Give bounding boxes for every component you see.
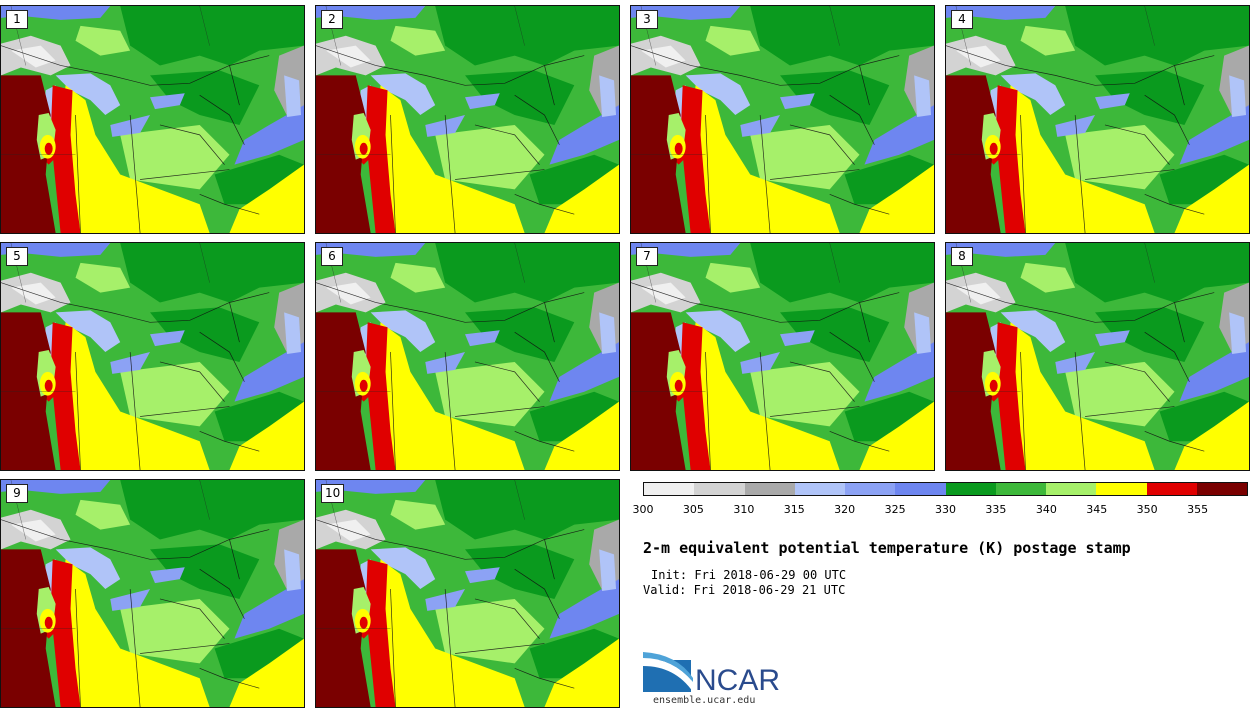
ensemble-member-map-1: 1 [0, 5, 305, 234]
colorbar-tick-label: 300 [632, 503, 654, 516]
ncar-wordmark: NCAR [695, 664, 780, 696]
colorbar-segment [1046, 483, 1097, 495]
init-time: Init: Fri 2018-06-29 00 UTC [651, 568, 847, 582]
temperature-map [631, 243, 934, 470]
temperature-map [316, 6, 619, 233]
colorbar-tick-label: 325 [884, 503, 906, 516]
ncar-logo: NCAR [643, 652, 793, 697]
site-url: ensemble.ucar.edu [653, 695, 756, 706]
ensemble-member-map-8: 8 [945, 242, 1250, 471]
colorbar [643, 482, 1248, 496]
colorbar-tick-label: 345 [1086, 503, 1108, 516]
colorbar-tick-label: 350 [1136, 503, 1158, 516]
temperature-map [946, 243, 1249, 470]
colorbar-segment [644, 483, 695, 495]
valid-time: Valid: Fri 2018-06-29 21 UTC [643, 583, 846, 597]
colorbar-tick-label: 355 [1187, 503, 1209, 516]
colorbar-segment [995, 483, 1046, 495]
temperature-map [1, 243, 304, 470]
colorbar-segment [1146, 483, 1197, 495]
member-label: 9 [6, 484, 28, 503]
colorbar-segment [895, 483, 946, 495]
ensemble-member-map-5: 5 [0, 242, 305, 471]
colorbar-tick-label: 340 [1035, 503, 1057, 516]
colorbar-segment [1196, 483, 1247, 495]
page-title: 2-m equivalent potential temperature (K)… [643, 539, 1131, 557]
ensemble-member-map-7: 7 [630, 242, 935, 471]
colorbar-tick-label: 330 [935, 503, 956, 516]
colorbar-tick-label: 305 [682, 503, 704, 516]
colorbar-segment [945, 483, 996, 495]
member-label: 2 [321, 10, 343, 29]
ensemble-member-map-10: 10 [315, 479, 620, 708]
member-label: 5 [6, 247, 28, 266]
member-label: 4 [951, 10, 973, 29]
temperature-map [316, 243, 619, 470]
temperature-map [946, 6, 1249, 233]
ensemble-member-map-6: 6 [315, 242, 620, 471]
temperature-map [631, 6, 934, 233]
ensemble-member-map-3: 3 [630, 5, 935, 234]
temperature-map [316, 480, 619, 707]
colorbar-segment [694, 483, 745, 495]
colorbar-tick-label: 335 [985, 503, 1007, 516]
colorbar-tick-label: 310 [733, 503, 755, 516]
colorbar-segment [1096, 483, 1147, 495]
ensemble-member-map-2: 2 [315, 5, 620, 234]
colorbar-segment [845, 483, 896, 495]
colorbar-tick-label: 320 [834, 503, 856, 516]
member-label: 1 [6, 10, 28, 29]
colorbar-tick-label: 315 [783, 503, 805, 516]
colorbar-segment [794, 483, 845, 495]
member-label: 3 [636, 10, 658, 29]
temperature-map [1, 480, 304, 707]
ensemble-member-map-9: 9 [0, 479, 305, 708]
member-label: 10 [321, 484, 345, 503]
member-label: 8 [951, 247, 973, 266]
temperature-map [1, 6, 304, 233]
ensemble-member-map-4: 4 [945, 5, 1250, 234]
member-label: 6 [321, 247, 343, 266]
colorbar-segment [744, 483, 795, 495]
ncar-swoosh-icon: NCAR [643, 652, 780, 697]
member-label: 7 [636, 247, 658, 266]
